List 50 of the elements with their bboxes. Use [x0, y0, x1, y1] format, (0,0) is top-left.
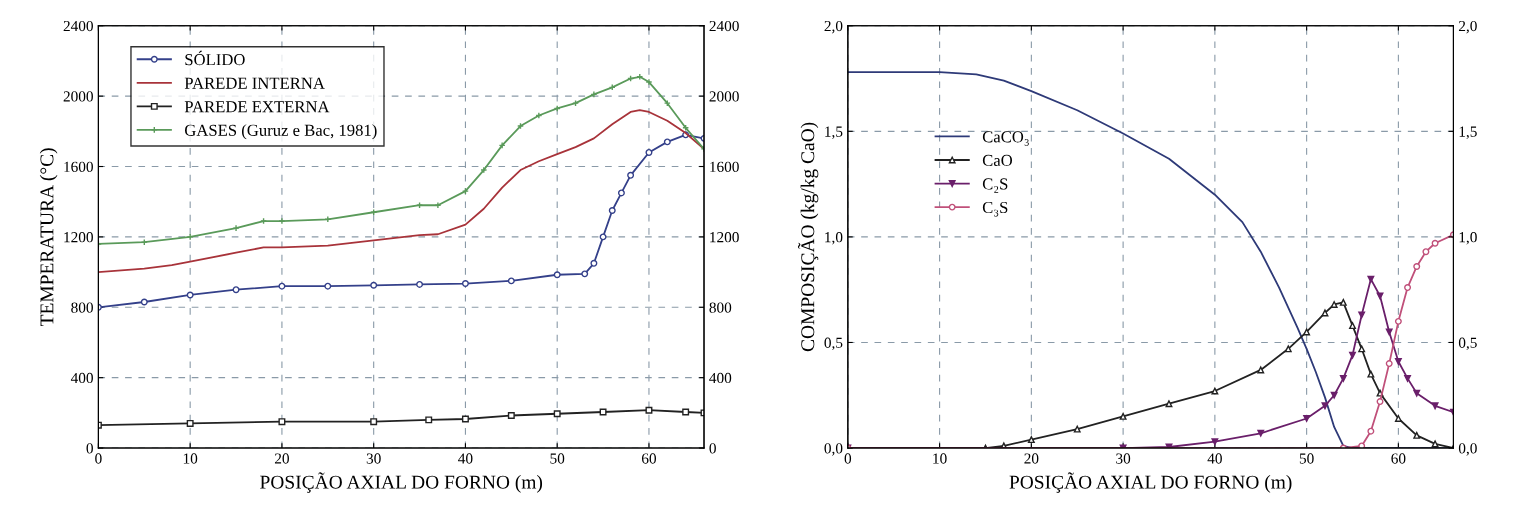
- x-tick-label: 20: [1024, 453, 1039, 464]
- x-axis-title: POSIÇÃO AXIAL DO FORNO (m): [260, 472, 543, 493]
- legend-label: C₂S: [982, 178, 1008, 193]
- y-axis-title: COMPOSIÇÃO (kg/kg CaO): [797, 122, 819, 352]
- y2-tick-label: 2400: [709, 20, 739, 32]
- y-tick-label: 2400: [63, 20, 93, 32]
- x-tick-label: 40: [458, 453, 473, 464]
- y-tick-label: 1600: [64, 161, 93, 172]
- legend-label: PAREDE INTERNA: [184, 77, 325, 89]
- x-axis-title: POSIÇÃO AXIAL DO FORNO (m): [1009, 472, 1292, 493]
- y-tick-label: 0: [86, 443, 93, 454]
- y-tick-label: 1,0: [825, 232, 843, 245]
- y2-tick-label: 800: [709, 302, 732, 313]
- legend-label: GASES (Guruz e Bac, 1981): [184, 124, 377, 140]
- y2-tick-label: 0,5: [1458, 337, 1477, 351]
- y-tick-label: 2000: [63, 91, 93, 102]
- legend-label: C₃S: [982, 201, 1008, 217]
- y-tick-label: 2,0: [824, 20, 843, 34]
- x-tick-label: 0: [844, 453, 852, 464]
- y2-tick-label: 1600: [710, 161, 739, 172]
- x-tick-label: 0: [95, 453, 102, 464]
- x-tick-label: 20: [274, 453, 289, 464]
- y2-tick-label: 1200: [710, 232, 739, 243]
- y-tick-label: 1,5: [825, 126, 843, 139]
- legend-label: CaO: [982, 154, 1013, 166]
- x-tick-label: 40: [1207, 453, 1222, 464]
- x-tick-label: 60: [1391, 453, 1406, 464]
- y-tick-label: 1200: [64, 232, 93, 243]
- y2-tick-label: 1,0: [1459, 232, 1477, 245]
- y2-tick-label: 0,0: [1458, 443, 1477, 456]
- y2-tick-label: 2000: [709, 91, 739, 102]
- legend-label: PAREDE EXTERNA: [184, 101, 330, 113]
- y-axis-title: TEMPERATURA (°C): [39, 148, 58, 327]
- y2-tick-label: 0: [709, 443, 716, 454]
- legend-label: CaCO₃: [982, 131, 1029, 146]
- x-tick-label: 10: [183, 453, 198, 464]
- x-tick-label: 30: [1116, 453, 1131, 464]
- x-tick-label: 60: [641, 453, 657, 464]
- y-tick-label: 400: [70, 372, 93, 384]
- y2-tick-label: 2,0: [1458, 20, 1477, 34]
- x-tick-label: 30: [366, 453, 381, 464]
- x-tick-label: 10: [933, 453, 947, 464]
- y-tick-label: 800: [71, 302, 93, 313]
- x-tick-label: 50: [1299, 453, 1314, 464]
- x-tick-label: 50: [550, 453, 565, 464]
- y2-tick-label: 1,5: [1459, 126, 1477, 139]
- legend-label: SÓLIDO: [185, 50, 245, 66]
- y2-tick-label: 400: [709, 372, 732, 384]
- y-tick-label: 0,0: [824, 443, 843, 456]
- y-tick-label: 0,5: [824, 337, 843, 351]
